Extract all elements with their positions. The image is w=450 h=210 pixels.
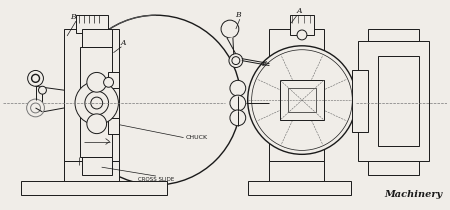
Circle shape <box>229 54 243 67</box>
Bar <box>352 71 368 132</box>
Circle shape <box>294 92 310 108</box>
Bar <box>368 161 419 175</box>
Text: E: E <box>261 60 266 68</box>
Text: Machinery: Machinery <box>384 190 442 199</box>
Circle shape <box>248 46 356 154</box>
Text: A: A <box>121 39 126 47</box>
Circle shape <box>91 97 103 109</box>
Bar <box>280 80 324 120</box>
Text: B: B <box>70 13 76 21</box>
Bar <box>368 29 419 41</box>
Circle shape <box>104 77 113 87</box>
Circle shape <box>87 114 107 134</box>
Circle shape <box>31 103 40 113</box>
Circle shape <box>87 72 107 92</box>
Circle shape <box>221 20 239 38</box>
Circle shape <box>39 86 46 94</box>
Circle shape <box>230 80 246 96</box>
Circle shape <box>232 57 240 64</box>
Circle shape <box>297 30 307 40</box>
Bar <box>108 118 119 134</box>
Bar <box>82 29 112 47</box>
Circle shape <box>230 95 246 111</box>
Bar <box>64 29 119 161</box>
Circle shape <box>27 71 44 86</box>
Text: B: B <box>235 11 241 19</box>
Circle shape <box>85 91 108 115</box>
Bar <box>82 157 112 175</box>
Bar <box>108 72 119 88</box>
Bar <box>21 181 167 195</box>
Text: CROSS SLIDE: CROSS SLIDE <box>138 177 174 181</box>
Circle shape <box>252 50 352 150</box>
Bar <box>80 47 112 157</box>
Bar <box>248 181 351 195</box>
Bar <box>378 56 419 146</box>
Circle shape <box>75 81 118 125</box>
Text: A: A <box>296 7 302 15</box>
Bar <box>290 15 314 35</box>
Circle shape <box>71 15 241 185</box>
Bar <box>270 161 324 181</box>
Bar <box>64 161 119 181</box>
Bar <box>288 88 316 112</box>
Bar <box>358 41 429 161</box>
Bar <box>270 29 324 161</box>
Bar <box>76 15 108 33</box>
Circle shape <box>27 99 45 117</box>
Text: CHUCK: CHUCK <box>185 135 207 140</box>
Circle shape <box>230 110 246 126</box>
Circle shape <box>32 74 40 82</box>
